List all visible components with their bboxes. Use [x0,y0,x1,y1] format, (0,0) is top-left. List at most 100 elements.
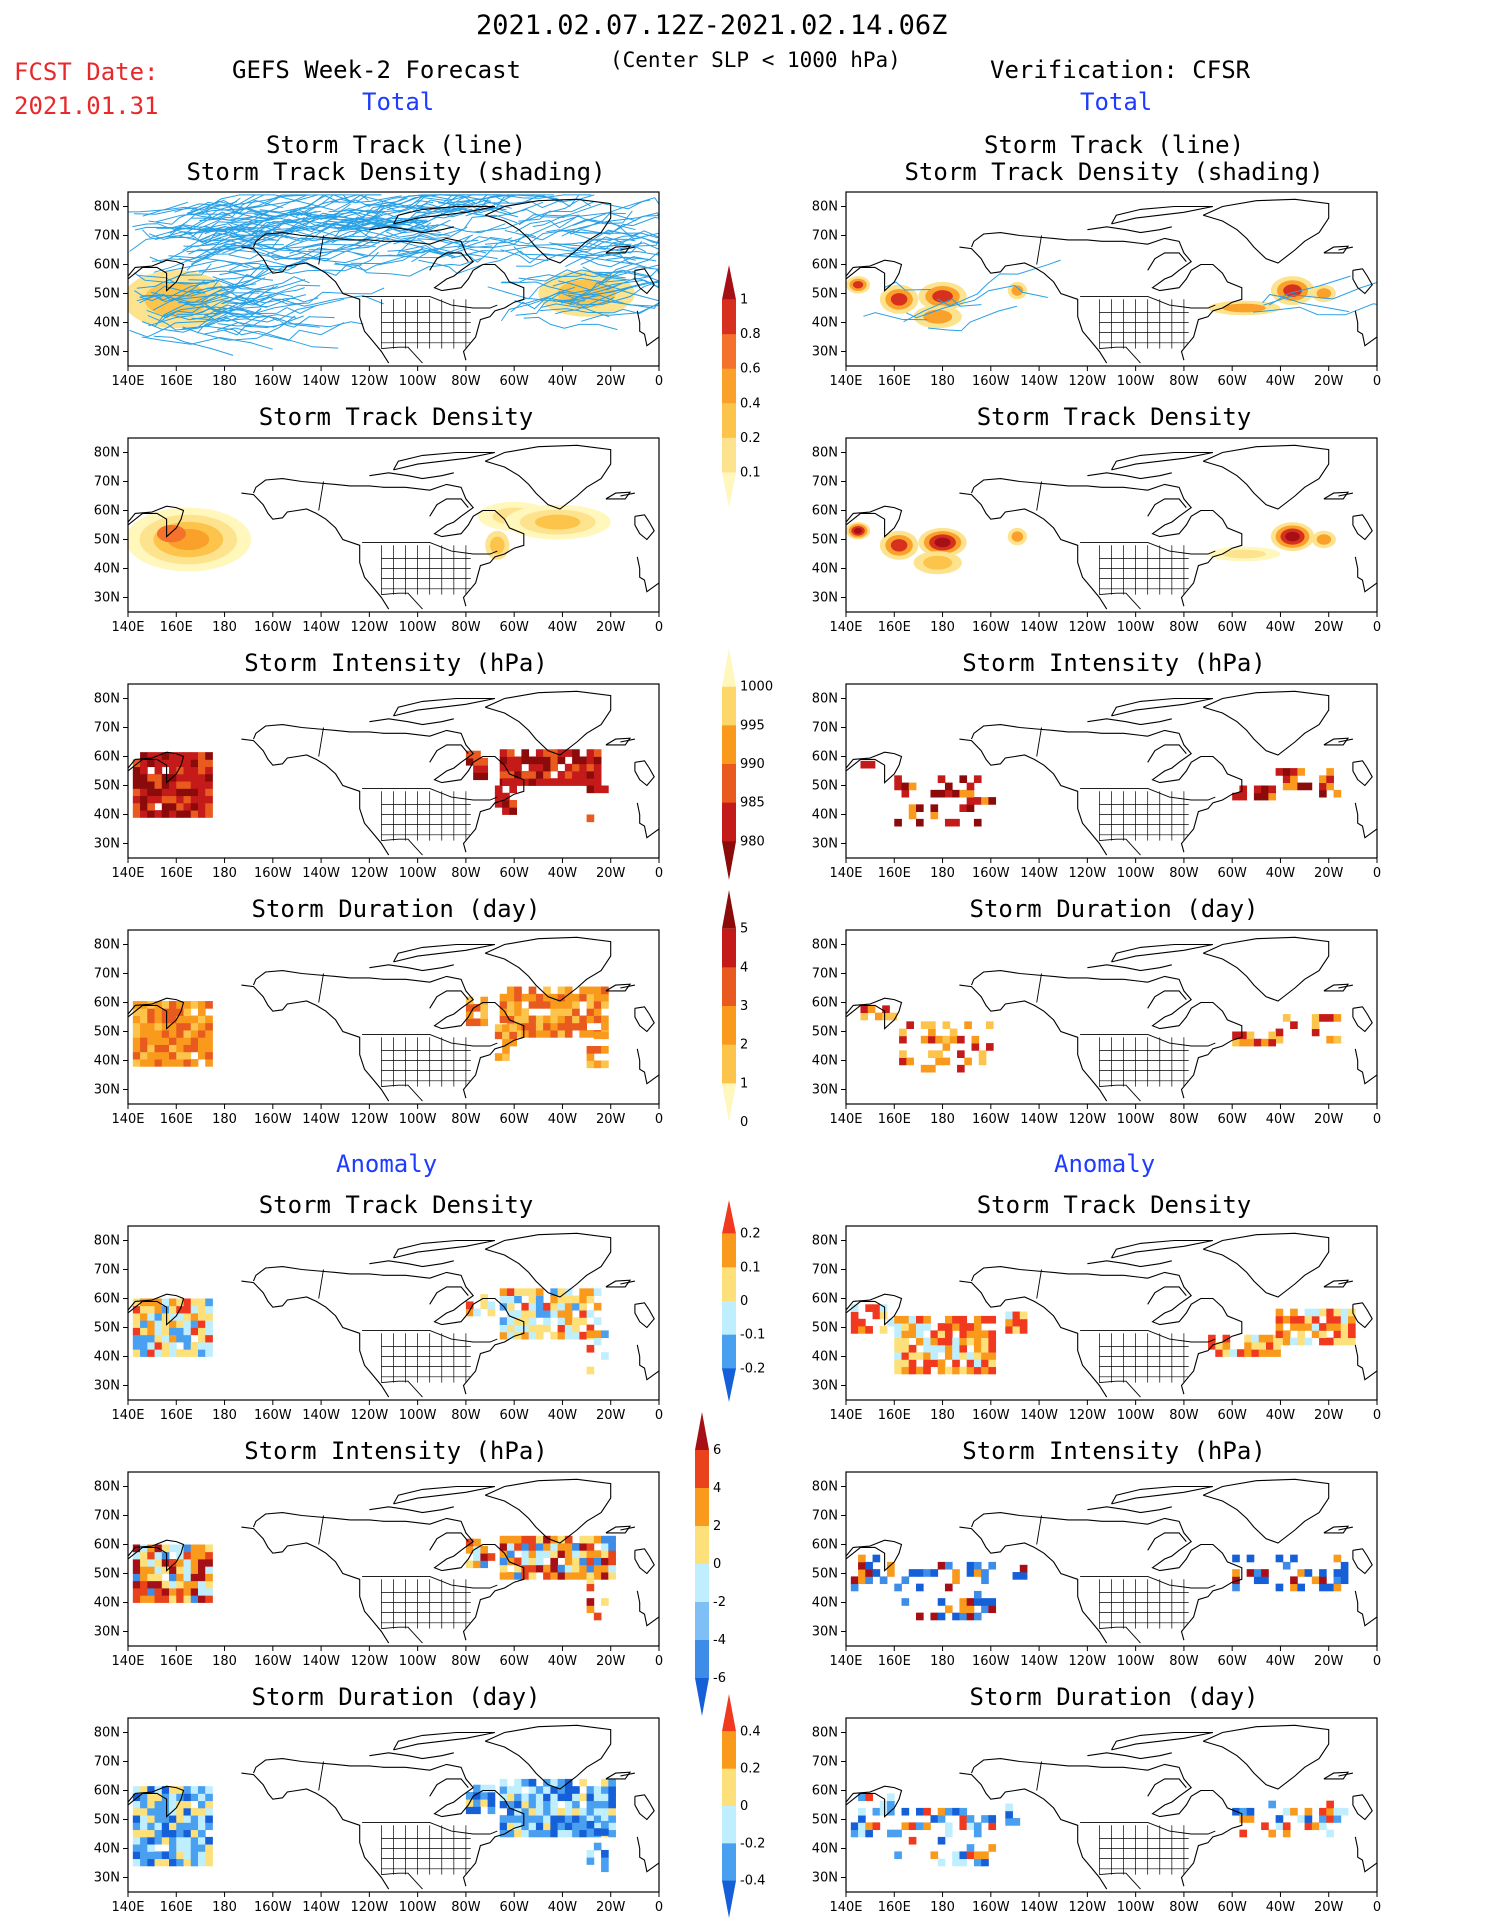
political-border [1080,541,1216,555]
grid-cell [147,1022,155,1031]
lon-label: 100W [399,866,437,881]
grid-cell [140,802,148,811]
grid-cell [514,1535,522,1544]
grid-cell [1290,768,1298,776]
grid-cell [132,1327,141,1336]
grid-cell [1251,1342,1260,1350]
grid-cell [140,1320,148,1328]
grid-cell [154,1342,163,1350]
grid-cell [593,771,602,779]
colorbar-segment [722,299,736,335]
grid-cell [147,1793,155,1802]
grid-cell [1019,1564,1028,1573]
political-border [1080,787,1216,801]
grid-cell [550,1807,559,1816]
grid-cell [147,1342,155,1350]
coastline [1352,514,1373,541]
grid-cell [154,1008,163,1016]
grid-cell [550,763,559,772]
colorbar-label: -4 [713,1633,726,1648]
grid-cell [190,1588,199,1596]
coastline [620,1280,636,1285]
lat-label: 50N [94,287,120,302]
grid-cell [154,810,163,818]
grid-cell [514,1001,522,1009]
grid-cell [601,993,609,1002]
grid-cell [550,1331,559,1340]
coastline [959,246,1108,364]
grid-cell [197,773,206,782]
grid-cell [901,1366,910,1375]
storm-track-line [229,218,339,238]
grid-cell [887,1800,895,1809]
coastline [1147,498,1187,517]
density-contour [854,527,863,534]
storm-track-line [417,238,493,249]
grid-cell [1326,1014,1334,1022]
storm-track-line [558,279,659,292]
grid-cell [601,1807,609,1816]
grid-cell [1019,1572,1028,1580]
grid-cell [593,1031,602,1040]
grid-cell [901,1330,910,1339]
lon-label: 100W [1117,1408,1155,1423]
grid-cell [190,1327,199,1336]
grid-cell [601,1031,609,1040]
grid-cell [920,1064,929,1073]
lon-label: 140W [1020,620,1058,635]
coastline [128,1293,185,1326]
left-density-title: Storm Track Density [258,403,534,431]
density-contour [890,293,908,306]
grid-cell [161,1836,170,1845]
grid-cell [908,804,917,812]
grid-cell [564,993,573,1002]
grid-cell [190,766,199,775]
coastline [1111,1731,1214,1751]
grid-cell [879,1807,888,1816]
storm-track-line [334,258,481,277]
grid-cell [981,1344,989,1353]
coastline [241,492,390,610]
storm-track-line [515,210,633,233]
grid-cell [971,1043,980,1051]
grid-cell [543,756,551,765]
grid-cell [1304,1323,1313,1331]
grid-cell [944,1366,953,1375]
grid-cell [550,1535,559,1544]
grid-cell [543,1550,551,1558]
grid-cell [901,1337,910,1346]
grid-cell [176,1829,184,1838]
storm-track-line [549,242,652,270]
grid-cell [988,1598,997,1606]
grid-cell [147,1051,155,1060]
grid-cell [557,1807,566,1816]
grid-cell [593,1046,602,1054]
grid-cell [183,1851,192,1860]
grid-cell [579,756,587,765]
grid-cell [514,763,522,772]
grid-cell [140,1022,148,1031]
coastline [605,1771,632,1780]
political-border [318,481,324,511]
grid-cell [147,1030,155,1038]
colorbar-segment [722,1200,736,1234]
grid-cell [154,766,163,775]
coastline [636,310,659,347]
grid-cell [564,1331,573,1340]
grid-cell [480,1018,489,1027]
grid-cell [988,1359,997,1368]
political-border [1036,1269,1042,1299]
grid-cell [132,1551,141,1560]
colorbar-segment [722,890,736,929]
grid-cell [132,1573,141,1582]
right-density-title: Storm Track Density [976,403,1252,431]
grid-cell [499,1015,508,1024]
grid-cell [499,1008,508,1016]
grid-cell [465,757,474,766]
grid-cell [579,1317,587,1325]
storm-track-line [134,220,258,231]
grid-cell [1311,1323,1320,1331]
grid-cell [973,1851,982,1860]
grid-cell [140,1544,148,1553]
